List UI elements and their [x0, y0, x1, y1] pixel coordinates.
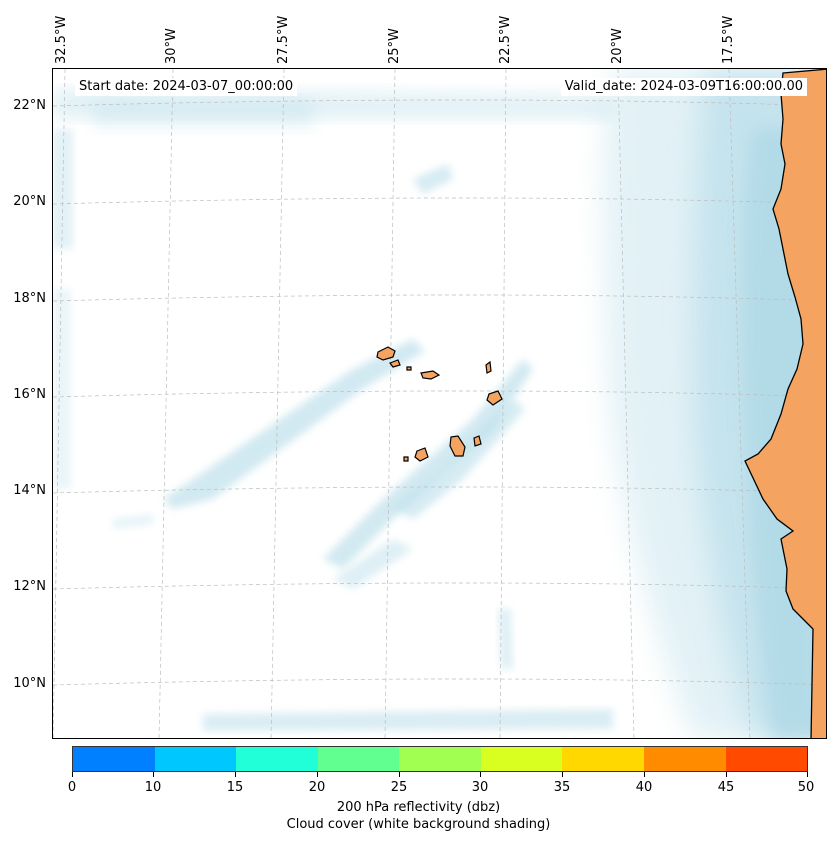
- reflectivity-colorbar: [72, 746, 808, 772]
- colorbar-tick: [644, 772, 645, 777]
- lon-label-17-5w: 17.5°W: [721, 15, 736, 64]
- colorbar-tick: [317, 772, 318, 777]
- cape-verde-islands: [376, 346, 503, 462]
- valid-date-label: Valid_date: 2024-03-09T16:00:00.00: [560, 78, 807, 96]
- lat-label-18n: 18°N: [13, 291, 46, 306]
- colorbar-tick-label: 40: [635, 780, 653, 795]
- colorbar-tick: [153, 772, 154, 777]
- colorbar-tick-label: 25: [390, 780, 408, 795]
- lon-label-20w: 20°W: [610, 28, 625, 64]
- colorbar-segment: [73, 747, 155, 771]
- colorbar-segment: [643, 747, 726, 771]
- colorbar-tick: [807, 772, 808, 777]
- lon-label-25w: 25°W: [387, 28, 402, 64]
- gridlines: [53, 69, 826, 738]
- map-panel[interactable]: Start date: 2024-03-07_00:00:00 Valid_da…: [52, 68, 827, 739]
- colorbar-tick: [235, 772, 236, 777]
- lat-label-16n: 16°N: [13, 387, 46, 402]
- colorbar-segment: [725, 747, 808, 771]
- colorbar-segment: [562, 747, 644, 771]
- colorbar-caption-reflectivity: 200 hPa reflectivity (dbz): [336, 800, 501, 815]
- colorbar-tick-label: 10: [144, 780, 162, 795]
- start-date-label: Start date: 2024-03-07_00:00:00: [75, 78, 298, 96]
- colorbar-tick-label: 30: [471, 780, 489, 795]
- lon-label-30w: 30°W: [164, 28, 179, 64]
- colorbar-tick-label: 15: [226, 780, 244, 795]
- cloud-cover: [53, 69, 826, 738]
- lat-label-22n: 22°N: [13, 98, 46, 113]
- colorbar-segment: [399, 747, 481, 771]
- colorbar-tick-label: 45: [717, 780, 735, 795]
- african-coast: [744, 69, 826, 738]
- lat-label-12n: 12°N: [13, 579, 46, 594]
- colorbar-tick: [399, 772, 400, 777]
- colorbar-segment: [317, 747, 400, 771]
- map-canvas: [53, 69, 826, 738]
- colorbar-tick: [726, 772, 727, 777]
- colorbar-segment: [480, 747, 563, 771]
- lat-label-14n: 14°N: [13, 483, 46, 498]
- colorbar-tick-label: 50: [797, 780, 815, 795]
- colorbar-tick: [72, 772, 73, 777]
- colorbar-segment: [236, 747, 318, 771]
- lon-label-27-5w: 27.5°W: [276, 15, 291, 64]
- colorbar-tick-label: 20: [308, 780, 326, 795]
- colorbar-tick-label: 0: [67, 780, 77, 795]
- colorbar-tick: [480, 772, 481, 777]
- colorbar-tick-label: 35: [553, 780, 571, 795]
- lon-label-32-5w: 32.5°W: [54, 15, 69, 64]
- lat-label-20n: 20°N: [13, 194, 46, 209]
- lat-label-10n: 10°N: [13, 676, 46, 691]
- colorbar-tick: [562, 772, 563, 777]
- colorbar-segment: [154, 747, 237, 771]
- colorbar-caption-cloud-cover: Cloud cover (white background shading): [286, 817, 551, 832]
- lon-label-22-5w: 22.5°W: [498, 15, 513, 64]
